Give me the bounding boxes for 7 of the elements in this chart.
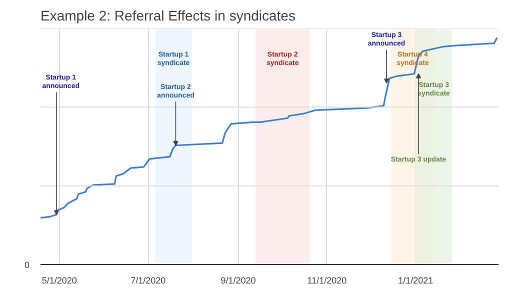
chart-title: Example 2: Referral Effects in syndicates <box>40 8 296 24</box>
x-tick-label: 11/1/2020 <box>307 276 347 286</box>
x-tick-label: 5/1/2020 <box>42 276 77 286</box>
x-tick-label: 1/1/2021 <box>398 276 434 286</box>
x-tick-label: 7/1/2020 <box>130 276 166 286</box>
x-tick-label: 9/1/2020 <box>220 276 256 286</box>
text: 0 <box>24 260 30 270</box>
